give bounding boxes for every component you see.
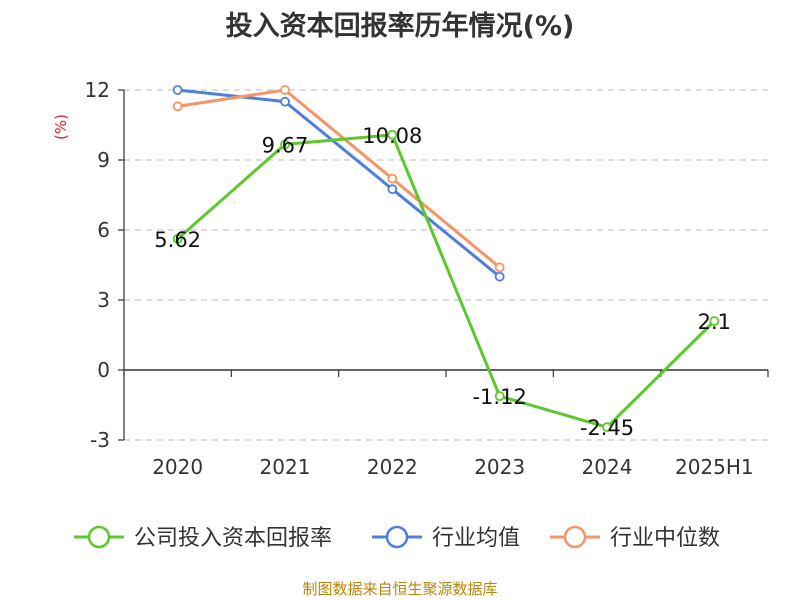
data-point — [280, 85, 290, 95]
data-point — [172, 233, 183, 244]
data-point — [172, 101, 183, 112]
data-point — [494, 262, 505, 273]
x-tick-label: 2021 — [260, 455, 311, 479]
chart-title: 投入资本回报率历年情况(%) — [225, 11, 575, 42]
series-line-0 — [176, 133, 716, 429]
data-point — [602, 422, 612, 433]
data-label: 9.67 — [262, 133, 309, 157]
data-point — [172, 85, 183, 95]
legend-label: 公司投入资本回报率 — [134, 526, 332, 551]
y-tick-label: 9 — [97, 148, 110, 172]
data-point — [280, 96, 290, 107]
series-line-1 — [177, 88, 501, 278]
data-label: 2.1 — [698, 310, 731, 334]
data-point — [387, 129, 398, 140]
legend-marker — [87, 525, 111, 549]
source-note: 制图数据来自恒生聚源数据库 — [302, 580, 498, 598]
data-label: -1.12 — [472, 385, 526, 409]
data-point — [280, 139, 290, 150]
data-point — [709, 316, 720, 326]
legend-label: 行业中位数 — [610, 526, 720, 551]
x-tick-label: 2024 — [582, 455, 633, 479]
y-tick-label: 0 — [97, 358, 110, 382]
data-point — [494, 271, 505, 282]
y-axis-title: (%) — [52, 114, 70, 140]
y-tick-label: 3 — [97, 288, 110, 312]
x-tick-label: 2025H1 — [675, 455, 754, 479]
data-point — [494, 391, 505, 402]
data-label: 10.08 — [362, 124, 422, 148]
y-tick-label: -3 — [90, 428, 110, 452]
y-tick-label: 6 — [97, 218, 110, 242]
x-tick-label: 2022 — [367, 455, 418, 479]
data-point — [387, 184, 398, 195]
x-tick-label: 2023 — [474, 455, 525, 479]
series-line-2 — [177, 88, 501, 269]
data-label: -2.45 — [580, 416, 634, 440]
legend-marker — [385, 525, 409, 549]
data-point — [387, 173, 398, 184]
y-tick-label: 12 — [85, 78, 110, 102]
data-label: 5.62 — [154, 228, 201, 252]
legend-marker — [563, 525, 587, 549]
legend-label: 行业均值 — [432, 526, 520, 551]
x-tick-label: 2020 — [152, 455, 203, 479]
